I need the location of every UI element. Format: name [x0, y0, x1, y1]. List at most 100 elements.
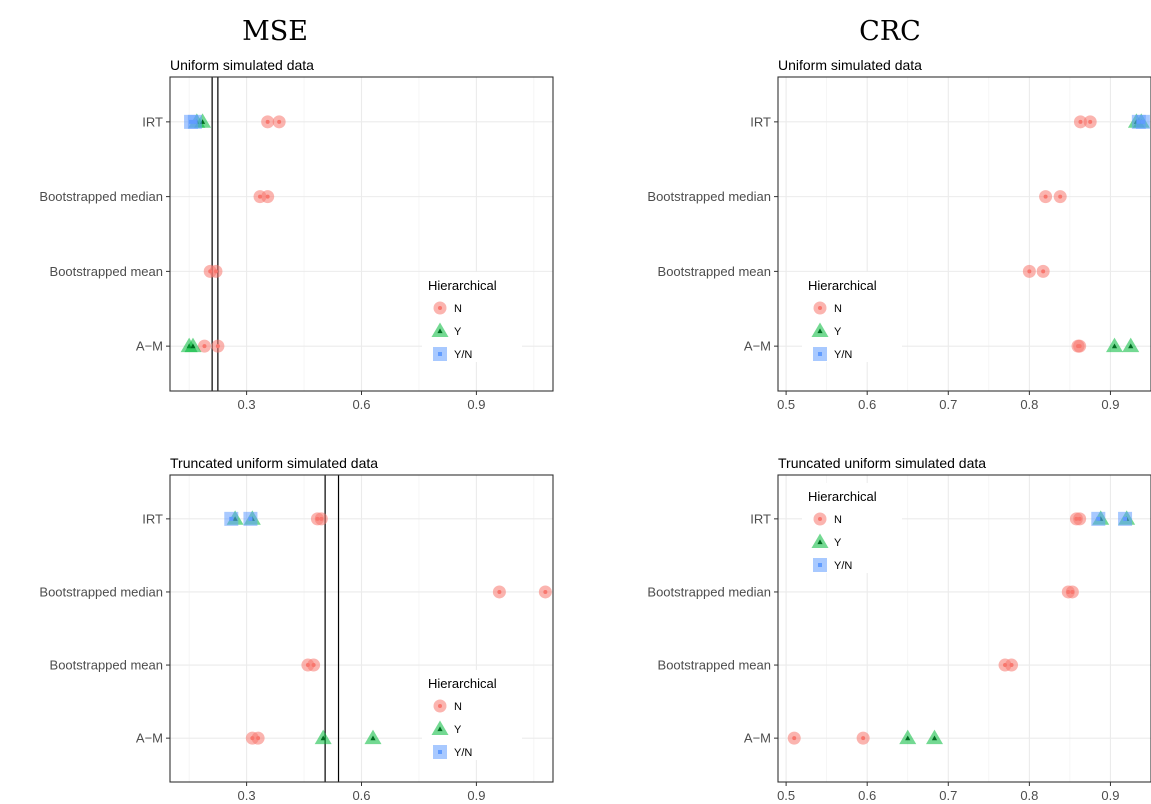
legend-key-yn [433, 347, 447, 361]
data-point-n [314, 512, 328, 526]
data-point-n-center [215, 344, 220, 349]
x-tick-label: 0.9 [467, 788, 485, 803]
panel-3: Truncated uniform simulated data 0.3 0.6 0.… [39, 455, 554, 803]
legend-key-y-center [817, 328, 823, 334]
x-tick-label: 0.6 [858, 788, 876, 803]
legend-key-n [433, 699, 447, 713]
data-point-n-center [497, 589, 502, 594]
data-point-n-center [277, 119, 282, 124]
y-tick-label: Bootstrapped mean [658, 658, 771, 673]
data-point-yn [224, 511, 239, 526]
data-point-yn-center [248, 516, 253, 521]
panels: Uniform simulated data 0.3 0.6 0.9 IRT Bootst… [39, 57, 1151, 803]
data-point-n [197, 339, 211, 353]
data-point-n [1065, 585, 1079, 599]
data-point-yn [243, 511, 258, 526]
data-point-n-center [319, 516, 324, 521]
legend-title: Hierarchical [428, 676, 497, 691]
data-point-n-center [1077, 516, 1082, 521]
legend: Hierarchical NY Y/N [802, 483, 902, 573]
y-tick-label: Bootstrapped mean [658, 264, 771, 279]
legend-key-y-center [817, 539, 823, 545]
data-point-n [1073, 512, 1087, 526]
panel-title: Truncated uniform simulated data [778, 455, 986, 471]
points-layer [1022, 113, 1150, 353]
x-tick-label: 0.3 [238, 788, 256, 803]
data-point-n [209, 264, 223, 278]
data-point-n [1022, 264, 1036, 278]
data-point-y-center [1128, 343, 1134, 349]
legend-label: Y [834, 326, 842, 338]
legend-title: Hierarchical [808, 278, 877, 293]
legend-key-y [431, 720, 449, 735]
y-tick-label: Bootstrapped median [647, 189, 771, 204]
plot-border [169, 474, 554, 783]
y-tick-label: Bootstrapped median [39, 189, 163, 204]
legend-label: Y/N [834, 349, 852, 361]
x-tick-label: 0.8 [1020, 397, 1038, 412]
panel-title: Uniform simulated data [778, 57, 922, 73]
data-point-y [925, 729, 943, 745]
plot-border [777, 76, 1151, 392]
x-tick-label: 0.7 [939, 397, 957, 412]
y-tick-label: A−M [744, 731, 771, 746]
data-point-yn [1135, 114, 1150, 129]
legend-key-yn-center [438, 352, 442, 356]
x-tick-label: 0.6 [352, 397, 370, 412]
data-point-n [1053, 190, 1067, 204]
x-tick-label: 0.9 [1101, 788, 1119, 803]
legend-label: N [834, 514, 842, 526]
x-tick-label: 0.3 [238, 397, 256, 412]
data-point-y [314, 729, 332, 745]
legend-label: Y [454, 724, 462, 736]
legend-label: Y/N [454, 747, 472, 759]
legend: Hierarchical NY Y/N [422, 272, 522, 362]
plot-border [777, 474, 1151, 783]
data-point-n [1073, 115, 1087, 129]
data-point-n [856, 731, 870, 745]
legend-key-n-center [438, 704, 442, 708]
data-point-n-center [202, 344, 207, 349]
plot-border [169, 76, 554, 392]
legend-key-n-center [818, 306, 822, 310]
y-tick-label: IRT [142, 114, 163, 129]
legend-key-yn [813, 558, 827, 572]
legend-key-y [431, 322, 449, 337]
data-point-n-center [1088, 119, 1093, 124]
data-point-yn-center [1096, 516, 1101, 521]
legend-key-n [433, 301, 447, 315]
data-point-yn [1091, 511, 1106, 526]
data-point-y [184, 337, 202, 353]
data-point-n-center [256, 736, 261, 741]
data-point-n-center [1077, 344, 1082, 349]
data-point-n-center [213, 269, 218, 274]
data-point-n [211, 339, 225, 353]
data-point-n [1005, 658, 1019, 672]
points-layer [224, 510, 552, 745]
y-tick-label: Bootstrapped median [39, 584, 163, 599]
data-point-y [1122, 337, 1140, 353]
legend-key-yn-center [818, 352, 822, 356]
legend-key-yn-center [438, 750, 442, 754]
data-point-n [307, 658, 321, 672]
data-point-n [272, 115, 286, 129]
data-point-n-center [311, 663, 316, 668]
panel-2: Uniform simulated data 0.5 0.6 0.7 0.8 0.9 IRT… [647, 57, 1151, 412]
data-point-yn-center [1140, 119, 1145, 124]
data-point-yn [187, 114, 202, 129]
y-tick-label: IRT [750, 114, 771, 129]
data-point-n [1036, 264, 1050, 278]
y-tick-label: Bootstrapped median [647, 584, 771, 599]
legend-key-y [811, 533, 829, 548]
x-tick-label: 0.6 [858, 397, 876, 412]
data-point-n-center [543, 589, 548, 594]
legend-key-n-center [818, 517, 822, 521]
legend: Hierarchical NY Y/N [802, 272, 902, 362]
data-point-yn [1118, 511, 1133, 526]
data-point-y-center [905, 735, 911, 741]
data-point-yn-center [192, 119, 197, 124]
data-point-n-center [265, 194, 270, 199]
data-point-y [1106, 337, 1124, 353]
legend-key-n [813, 301, 827, 315]
data-point-n-center [258, 194, 263, 199]
